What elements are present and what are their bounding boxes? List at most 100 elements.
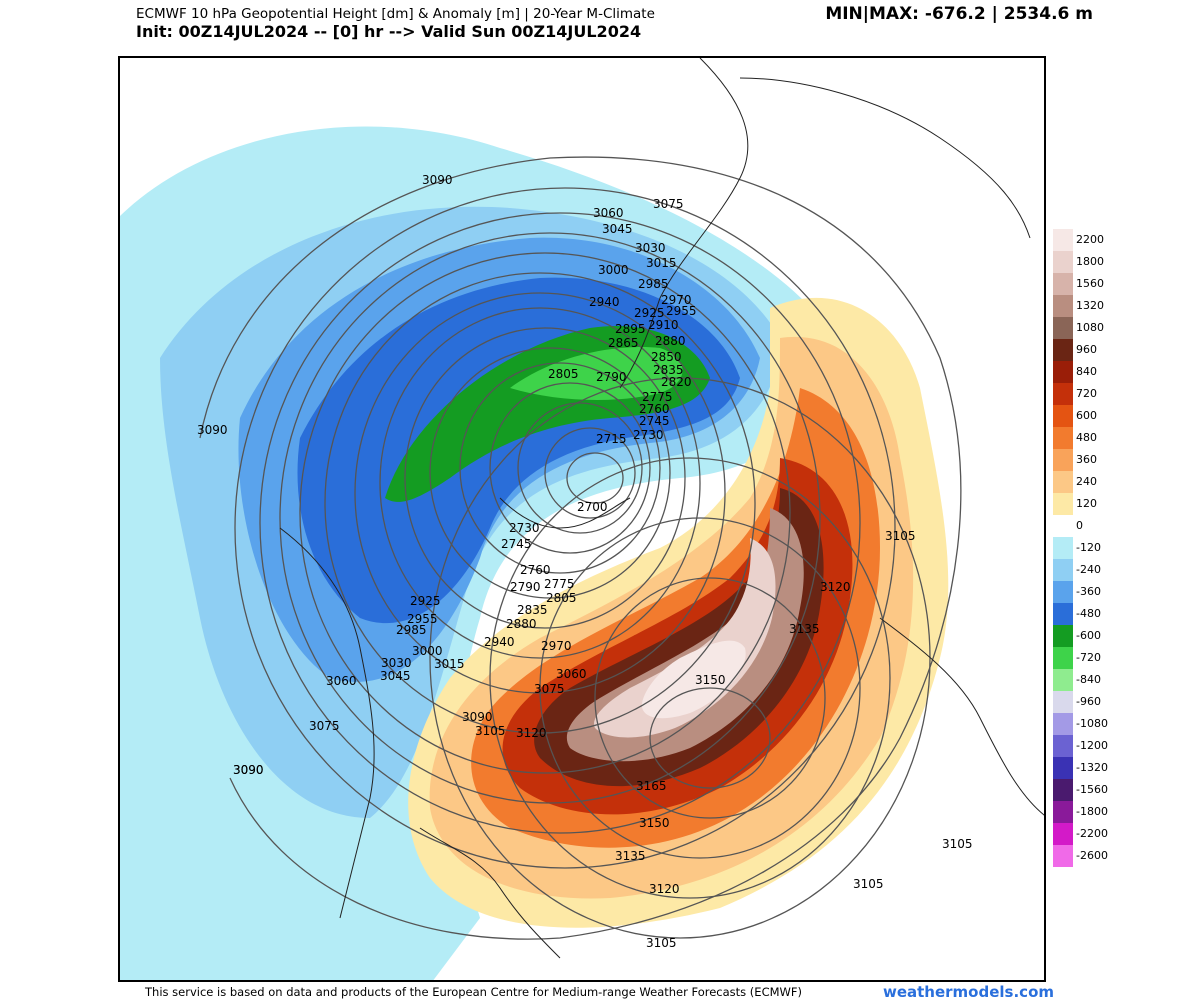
- legend-swatch: [1053, 295, 1073, 317]
- contour-3060: [259, 212, 861, 834]
- contour-label: 2760: [520, 563, 551, 577]
- legend-swatch: [1053, 625, 1073, 647]
- legend-swatch: [1053, 405, 1073, 427]
- legend-label: 600: [1076, 409, 1097, 422]
- contour-label: 2925: [634, 306, 665, 320]
- legend-swatch: [1053, 273, 1073, 295]
- legend-label: 1560: [1076, 277, 1104, 290]
- contour-label: 2880: [506, 617, 537, 631]
- legend-swatch: [1053, 339, 1073, 361]
- contour-label: 2730: [509, 521, 540, 535]
- contour-label: 3090: [197, 423, 228, 437]
- contour-label: 2910: [648, 318, 679, 332]
- contour-label: 2790: [510, 580, 541, 594]
- contour-label: 2925: [410, 594, 441, 608]
- contour-label: 2955: [407, 612, 438, 626]
- contour-label: 2700: [577, 500, 608, 514]
- coastline-arctic-islands: [499, 497, 631, 529]
- legend-label: -840: [1076, 673, 1101, 686]
- contour-label: 3135: [615, 849, 646, 863]
- contour-labels: 3090 3075 3060 3045 3030 3015 3000 2985 …: [197, 173, 973, 950]
- contour-label: 3150: [639, 816, 670, 830]
- contour-3075: [234, 187, 896, 869]
- legend-label: -360: [1076, 585, 1101, 598]
- contour-label: 2790: [596, 370, 627, 384]
- contour-label: 3105: [885, 529, 916, 543]
- legend-swatch: [1053, 603, 1073, 625]
- legend-label: -2200: [1076, 827, 1108, 840]
- contour-3150: [594, 577, 826, 819]
- data-credit: This service is based on data and produc…: [145, 985, 802, 999]
- color-legend: 2200 1800 1560 1320 1080 960 840 720 600 480 360 24…: [1053, 229, 1123, 869]
- contour-label: 3000: [598, 263, 629, 277]
- contour-3120: [489, 457, 891, 899]
- contour-label: 3105: [646, 936, 677, 950]
- anomaly-pos-1800: [594, 538, 776, 738]
- legend-label: 1800: [1076, 255, 1104, 268]
- contour-label: 2805: [548, 367, 579, 381]
- legend-swatch: [1053, 361, 1073, 383]
- legend-swatch: [1053, 317, 1073, 339]
- legend-swatch: [1053, 383, 1073, 405]
- contour-label: 3075: [309, 719, 340, 733]
- legend-swatch: [1053, 801, 1073, 823]
- legend-label: -480: [1076, 607, 1101, 620]
- legend-label: 0: [1076, 519, 1083, 532]
- contour-3135: [539, 517, 861, 859]
- contour-2940: [379, 307, 701, 659]
- legend-label: 480: [1076, 431, 1097, 444]
- legend-swatch: [1053, 779, 1073, 801]
- contour-3000: [324, 272, 756, 734]
- contour-label: 2940: [589, 295, 620, 309]
- legend-label: -960: [1076, 695, 1101, 708]
- contour-label: 3090: [422, 173, 453, 187]
- legend-swatch: [1053, 757, 1073, 779]
- contour-label: 3135: [789, 622, 820, 636]
- contour-label: 2760: [639, 402, 670, 416]
- legend-swatch: [1053, 515, 1073, 537]
- contour-label: 3090: [233, 763, 264, 777]
- legend-label: -2600: [1076, 849, 1108, 862]
- legend-label: -720: [1076, 651, 1101, 664]
- contour-2730: [566, 452, 624, 504]
- legend-label: -240: [1076, 563, 1101, 576]
- contour-label: 3120: [649, 882, 680, 896]
- contour-3090-outer: [199, 156, 962, 940]
- legend-label: 1080: [1076, 321, 1104, 334]
- coastline-greenland-east: [619, 58, 749, 389]
- legend-swatch: [1053, 559, 1073, 581]
- legend-swatch: [1053, 735, 1073, 757]
- contour-label: 2745: [639, 414, 670, 428]
- legend-label: -1080: [1076, 717, 1108, 730]
- legend-swatch: [1053, 229, 1073, 251]
- contour-label: 3060: [593, 206, 624, 220]
- legend-swatch: [1053, 845, 1073, 867]
- contour-2790: [517, 402, 643, 534]
- chart-subtitle: Init: 00Z14JUL2024 -- [0] hr --> Valid S…: [136, 22, 642, 41]
- legend-label: -120: [1076, 541, 1101, 554]
- contour-label: 3015: [646, 256, 677, 270]
- contour-label: 3060: [556, 667, 587, 681]
- legend-label: -1560: [1076, 783, 1108, 796]
- legend-swatch: [1053, 713, 1073, 735]
- legend-swatch: [1053, 493, 1073, 515]
- contour-label: 3090: [462, 710, 493, 724]
- anomaly-neg-720: [510, 347, 683, 400]
- legend-label: 960: [1076, 343, 1097, 356]
- legend-swatch: [1053, 449, 1073, 471]
- map-panel[interactable]: 3090 3075 3060 3045 3030 3015 3000 2985 …: [118, 56, 1046, 982]
- legend-label: 240: [1076, 475, 1097, 488]
- legend-swatch: [1053, 427, 1073, 449]
- contour-label: 2715: [596, 432, 627, 446]
- brand-link[interactable]: weathermodels.com: [882, 983, 1054, 1001]
- contour-label: 3060: [326, 674, 357, 688]
- contour-label: 2865: [608, 336, 639, 350]
- legend-label: -1800: [1076, 805, 1108, 818]
- contour-label: 2835: [653, 363, 684, 377]
- contour-2850: [459, 362, 661, 574]
- contour-2820: [489, 382, 651, 554]
- contour-label: 2775: [544, 577, 575, 591]
- contour-label: 3105: [853, 877, 884, 891]
- legend-swatch: [1053, 581, 1073, 603]
- contour-3165: [649, 687, 771, 789]
